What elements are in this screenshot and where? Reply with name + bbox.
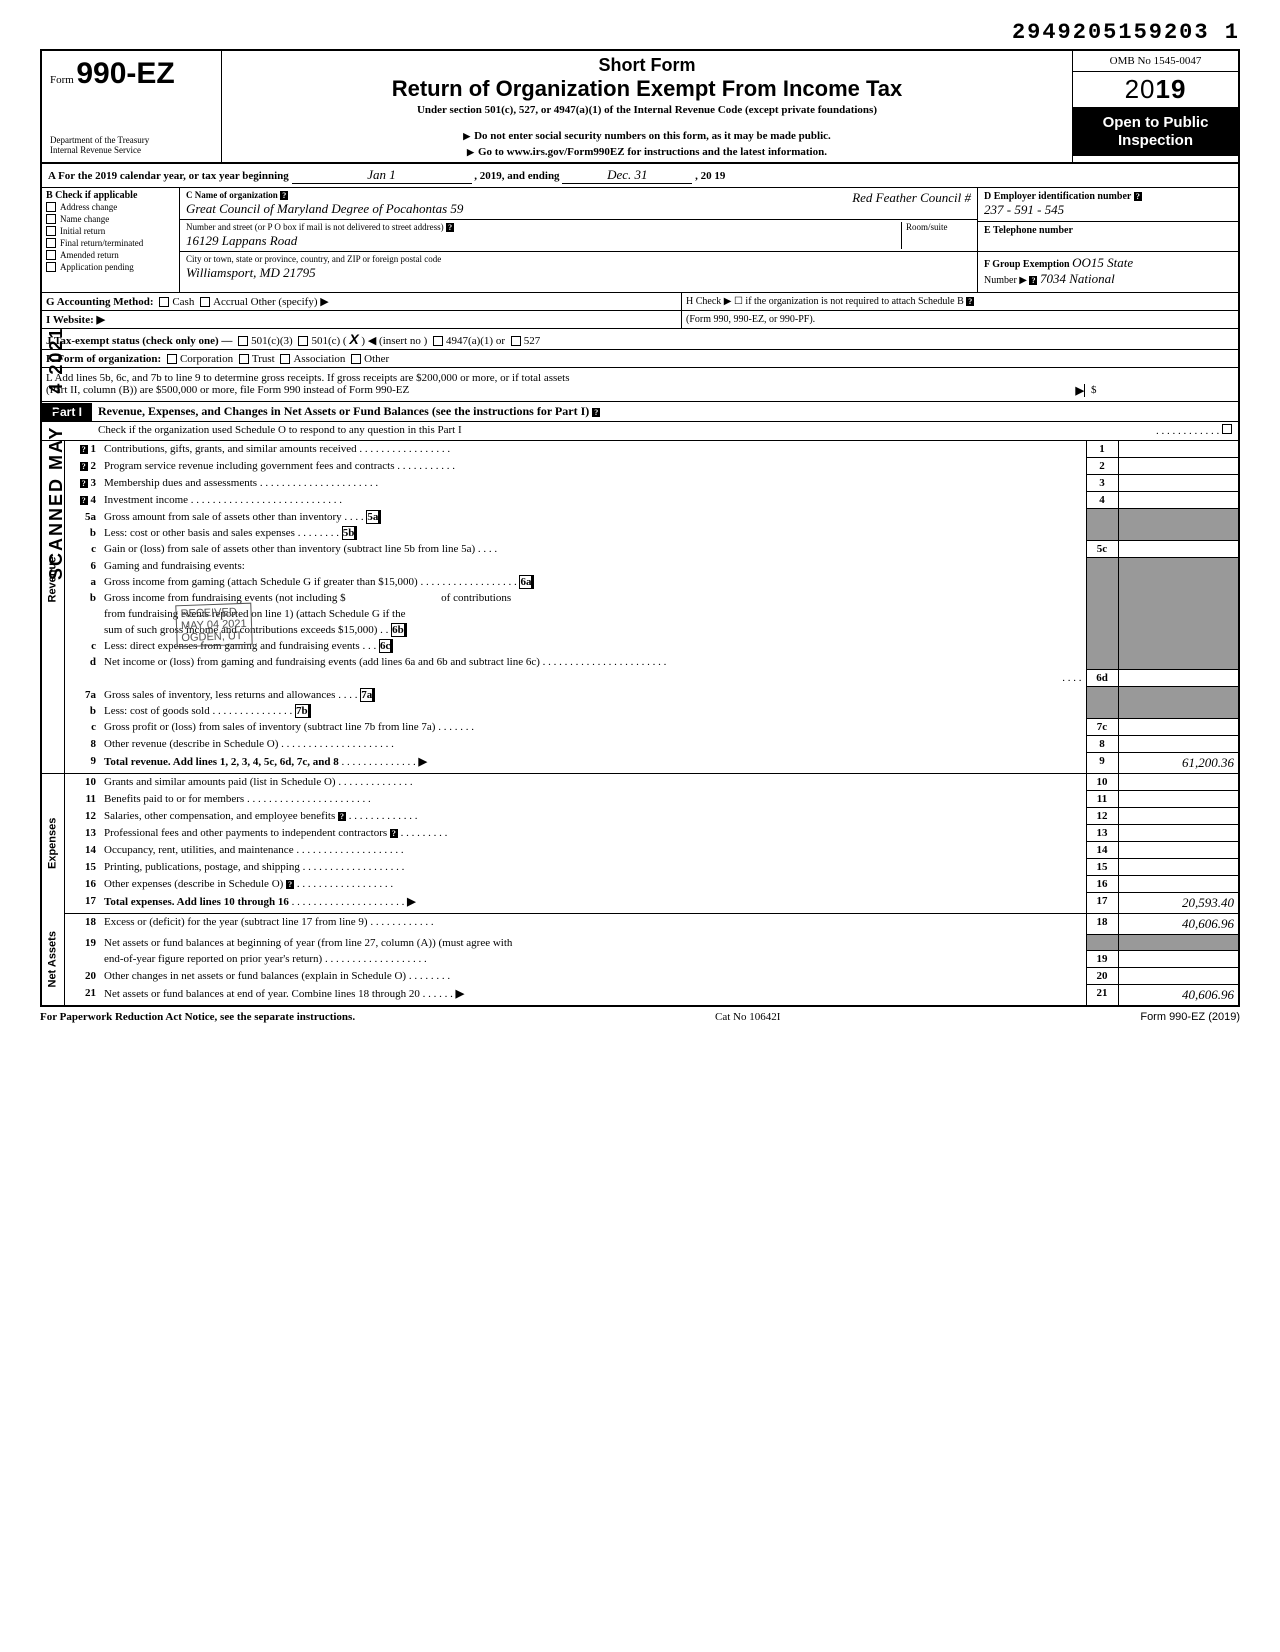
help-icon[interactable]: ? bbox=[280, 191, 288, 200]
help-icon[interactable]: ? bbox=[966, 297, 974, 306]
side-revenue: Revenue bbox=[42, 441, 64, 719]
received-stamp: RECEIVEDMAY 04 2021OGDEN, UT bbox=[175, 602, 252, 647]
chk-cash[interactable] bbox=[159, 297, 169, 307]
financial-table: Revenue ? 1 Contributions, gifts, grants… bbox=[42, 441, 1238, 1005]
group-exemption-label: F Group Exemption bbox=[984, 259, 1070, 270]
chk-corp[interactable] bbox=[167, 354, 177, 364]
accounting-method-label: G Accounting Method: bbox=[46, 296, 154, 308]
line-a: A For the 2019 calendar year, or tax yea… bbox=[42, 164, 1238, 188]
part-1-header: Part I Revenue, Expenses, and Changes in… bbox=[42, 402, 1238, 422]
form-label: Form bbox=[50, 74, 74, 86]
chk-4947[interactable] bbox=[433, 336, 443, 346]
telephone-label: E Telephone number bbox=[984, 225, 1073, 236]
short-form-label: Short Form bbox=[230, 55, 1064, 76]
dln: 2949205159203 1 bbox=[40, 20, 1240, 45]
form-header: Form 990-EZ Department of the Treasury I… bbox=[42, 51, 1238, 164]
website-label: I Website: ▶ bbox=[46, 314, 105, 326]
chk-address-change[interactable] bbox=[46, 202, 56, 212]
chk-501c3[interactable] bbox=[238, 336, 248, 346]
val-21: 40,606.96 bbox=[1182, 987, 1234, 1002]
chk-name-change[interactable] bbox=[46, 214, 56, 224]
line-l-text2: (Part II, column (B)) are $500,000 or mo… bbox=[46, 384, 1044, 397]
help-icon[interactable]: ? bbox=[446, 223, 454, 232]
form-subtitle: Under section 501(c), 527, or 4947(a)(1)… bbox=[230, 104, 1064, 116]
form-number: 990-EZ bbox=[76, 57, 174, 90]
val-18: 40,606.96 bbox=[1182, 916, 1234, 931]
chk-other-org[interactable] bbox=[351, 354, 361, 364]
org-street: 16129 Lappans Road bbox=[186, 233, 297, 248]
chk-assoc[interactable] bbox=[280, 354, 290, 364]
chk-app-pending[interactable] bbox=[46, 262, 56, 272]
sched-b-check: H Check ▶ ☐ if the organization is not r… bbox=[686, 296, 964, 307]
ein-value: 237 - 591 - 545 bbox=[984, 202, 1064, 217]
chk-final-return[interactable] bbox=[46, 238, 56, 248]
side-netassets: Net Assets bbox=[42, 914, 64, 1006]
help-icon[interactable]: ? bbox=[592, 408, 600, 417]
chk-amended[interactable] bbox=[46, 250, 56, 260]
val-17: 20,593.40 bbox=[1182, 895, 1234, 910]
line-l-text1: L Add lines 5b, 6c, and 7b to line 9 to … bbox=[46, 372, 1234, 384]
tax-year: 2019 bbox=[1073, 72, 1238, 108]
sched-b-text2: (Form 990, 990-EZ, or 990-PF). bbox=[682, 312, 1238, 327]
open-to-public: Open to PublicInspection bbox=[1073, 108, 1238, 156]
dept-irs: Internal Revenue Service bbox=[50, 146, 213, 156]
chk-501c[interactable] bbox=[298, 336, 308, 346]
instr-ssn: Do not enter social security numbers on … bbox=[230, 130, 1064, 142]
part-1-subtext: Check if the organization used Schedule … bbox=[42, 422, 1238, 441]
group-exemption-val1: OO15 State bbox=[1072, 255, 1133, 270]
tax-year-begin: Jan 1 bbox=[367, 167, 396, 182]
chk-trust[interactable] bbox=[239, 354, 249, 364]
501c-x-mark: X bbox=[349, 331, 358, 347]
sec-b-header: B Check if applicable bbox=[46, 190, 137, 201]
side-expenses: Expenses bbox=[42, 774, 64, 914]
form-title: Return of Organization Exempt From Incom… bbox=[230, 76, 1064, 102]
omb-number: OMB No 1545-0047 bbox=[1073, 51, 1238, 72]
chk-sched-o[interactable] bbox=[1222, 424, 1232, 434]
instr-goto: Go to www.irs.gov/Form990EZ for instruct… bbox=[230, 146, 1064, 158]
chk-initial-return[interactable] bbox=[46, 226, 56, 236]
ein-label: D Employer identification number bbox=[984, 191, 1131, 202]
chk-527[interactable] bbox=[511, 336, 521, 346]
identity-block: B Check if applicable Address change Nam… bbox=[42, 188, 1238, 293]
val-9: 61,200.36 bbox=[1182, 755, 1234, 770]
org-name: Great Council of Maryland Degree of Poca… bbox=[186, 201, 463, 216]
tax-year-end: Dec. 31 bbox=[607, 167, 647, 182]
chk-accrual[interactable] bbox=[200, 297, 210, 307]
help-icon[interactable]: ? bbox=[1029, 276, 1037, 285]
help-icon[interactable]: ? bbox=[1134, 192, 1142, 201]
group-exemption-val2: 7034 National bbox=[1040, 271, 1115, 286]
tax-exempt-label: J Tax-exempt status (check only one) — bbox=[46, 335, 232, 347]
org-name-top: Red Feather Council # bbox=[852, 190, 971, 206]
org-city: Williamsport, MD 21795 bbox=[186, 265, 316, 280]
page-footer: For Paperwork Reduction Act Notice, see … bbox=[40, 1007, 1240, 1023]
